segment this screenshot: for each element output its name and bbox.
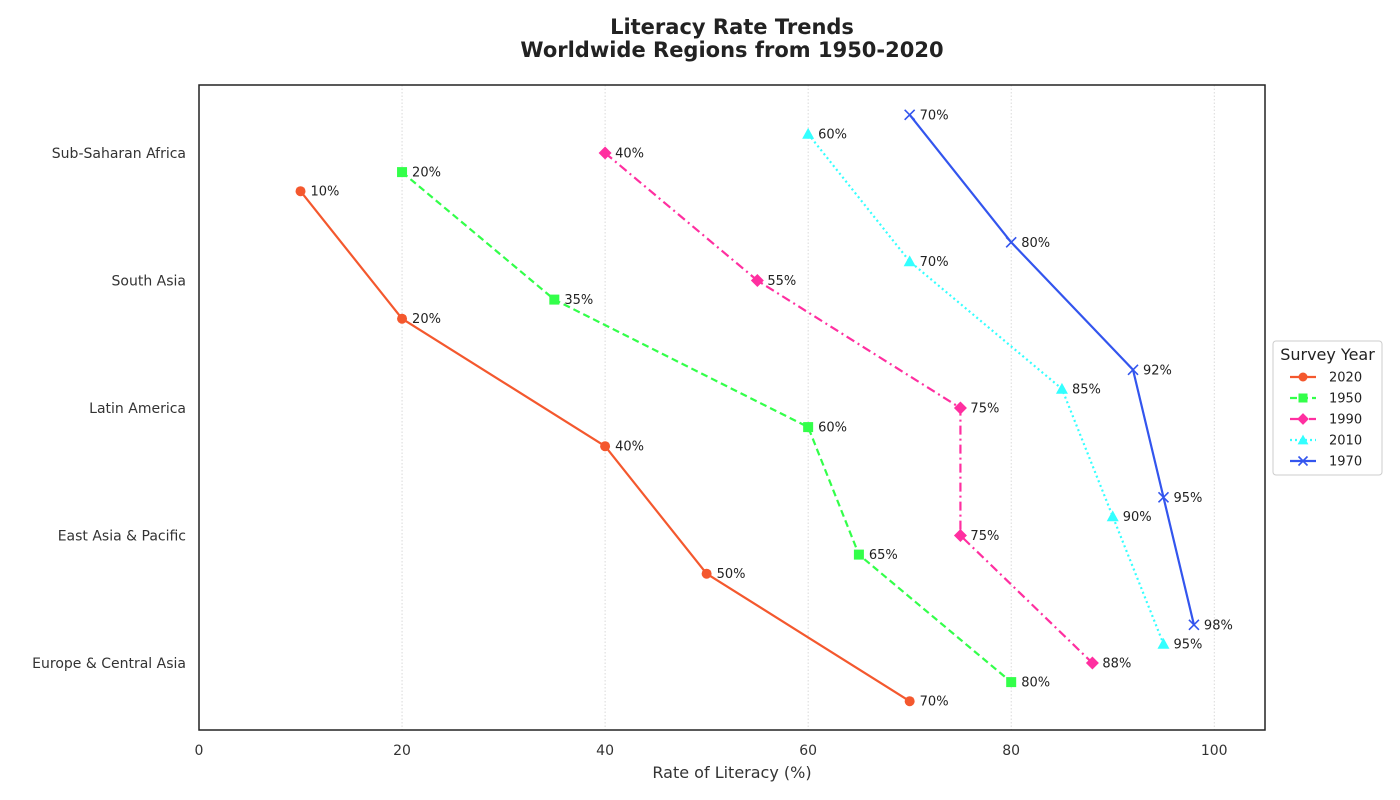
data-label-1970-4: 98%: [1204, 618, 1233, 633]
data-point-1990-0: [598, 146, 612, 160]
data-label-1990-4: 88%: [1102, 657, 1131, 672]
legend-label-1990: 1990: [1329, 413, 1362, 428]
data-label-1950-3: 65%: [869, 548, 898, 563]
chart-title-line-2: Worldwide Regions from 1950-2020: [520, 38, 943, 62]
series-line-1950: [401, 171, 1012, 683]
data-label-2020-1: 20%: [412, 312, 441, 327]
legend-marker-1970: [1297, 455, 1309, 467]
data-point-1950-2: [803, 422, 814, 433]
data-label-2010-3: 90%: [1123, 510, 1152, 525]
data-label-1970-0: 70%: [920, 108, 949, 123]
data-point-2020-2: [600, 441, 611, 452]
chart-title-line-1: Literacy Rate Trends: [610, 15, 854, 39]
data-point-2010-2: [1055, 382, 1068, 394]
y-tick-label-0: Sub-Saharan Africa: [52, 146, 186, 162]
data-label-1970-3: 95%: [1173, 491, 1202, 506]
data-label-2010-4: 95%: [1173, 637, 1202, 652]
y-tick-label-4: Europe & Central Asia: [32, 656, 186, 672]
legend-marker-2020: [1298, 372, 1308, 382]
data-label-1990-1: 55%: [767, 274, 796, 289]
data-point-2010-1: [903, 255, 916, 267]
series-2020: 10% 20% 40% 50% 70%: [295, 185, 949, 710]
data-point-1990-1: [750, 274, 764, 287]
data-label-1990-3: 75%: [970, 529, 999, 544]
legend-marker-2010: [1297, 434, 1309, 445]
series-line-1990: [604, 152, 1094, 664]
x-axis: 0 20 40 60 80 100: [195, 743, 1228, 759]
plot-frame: [198, 84, 1266, 731]
x-tick-label-60: 60: [799, 743, 817, 759]
legend-label-2020: 2020: [1329, 371, 1362, 386]
data-point-1990-2: [953, 401, 967, 415]
legend-label-1950: 1950: [1329, 392, 1362, 407]
data-label-2010-0: 60%: [818, 127, 847, 142]
legend-marker-1990: [1297, 413, 1309, 425]
data-point-2010-0: [802, 127, 815, 139]
data-label-2020-0: 10%: [311, 185, 340, 200]
data-point-2010-3: [1106, 510, 1119, 522]
x-tick-label-20: 20: [393, 743, 411, 759]
data-label-2010-2: 85%: [1072, 382, 1101, 397]
data-label-1950-1: 35%: [564, 293, 593, 308]
data-label-1950-4: 80%: [1021, 676, 1050, 691]
data-point-1970-0: [904, 109, 916, 121]
data-point-1990-3: [953, 529, 967, 542]
data-point-1970-3: [1157, 491, 1170, 503]
x-tick-label-100: 100: [1201, 743, 1228, 759]
data-label-1990-0: 40%: [615, 147, 644, 162]
data-point-1970-4: [1188, 619, 1200, 631]
y-tick-label-1: South Asia: [112, 274, 186, 290]
chart-title: Literacy Rate Trends Worldwide Regions f…: [520, 15, 943, 62]
legend-label-2010: 2010: [1329, 434, 1362, 449]
x-axis-label: Rate of Literacy (%): [652, 763, 811, 782]
x-tick-label-0: 0: [195, 743, 204, 759]
data-point-1950-3: [853, 549, 864, 560]
data-label-2020-4: 70%: [920, 695, 949, 710]
data-label-2020-3: 50%: [717, 567, 746, 582]
series-1990: 40% 55% 75% 75% 88%: [598, 146, 1131, 672]
y-axis: Sub-Saharan Africa South Asia Latin Americ…: [32, 146, 186, 672]
series-1950: 20% 35% 60% 65% 80%: [397, 166, 1050, 691]
legend: Survey Year 2020 1950 1990 2010 1970: [1272, 340, 1383, 476]
data-label-1950-2: 60%: [818, 421, 847, 436]
y-tick-label-3: East Asia & Pacific: [58, 529, 186, 545]
data-point-1990-4: [1085, 656, 1099, 670]
x-tick-label-40: 40: [596, 743, 614, 759]
data-label-1970-1: 80%: [1021, 236, 1050, 251]
data-point-2020-1: [397, 313, 408, 324]
data-label-2020-2: 40%: [615, 440, 644, 455]
data-point-2020-3: [701, 568, 712, 579]
data-label-1970-2: 92%: [1143, 363, 1172, 378]
data-label-2010-1: 70%: [920, 255, 949, 270]
series-2010: 60% 70% 85% 90% 95%: [802, 127, 1202, 652]
data-point-1950-4: [1006, 677, 1017, 688]
legend-title: Survey Year: [1280, 345, 1375, 364]
data-point-2020-0: [295, 186, 306, 197]
y-tick-label-2: Latin America: [89, 401, 186, 417]
data-label-1990-2: 75%: [970, 402, 999, 417]
data-point-1950-1: [549, 294, 560, 305]
x-tick-label-80: 80: [1002, 743, 1020, 759]
series-1970: 70% 80% 92% 95% 98%: [904, 108, 1233, 633]
legend-marker-1950: [1298, 393, 1308, 403]
data-point-1970-2: [1127, 364, 1139, 376]
data-point-1970-1: [1005, 236, 1017, 248]
data-point-1950-0: [397, 167, 408, 178]
data-point-2010-4: [1157, 637, 1170, 649]
data-point-2020-4: [904, 696, 915, 707]
series-layer: 10%20%40%50%70%20%35%60%65%80%40%55%75%7…: [295, 108, 1233, 710]
legend-label-1970: 1970: [1329, 455, 1362, 470]
data-label-1950-0: 20%: [412, 166, 441, 181]
